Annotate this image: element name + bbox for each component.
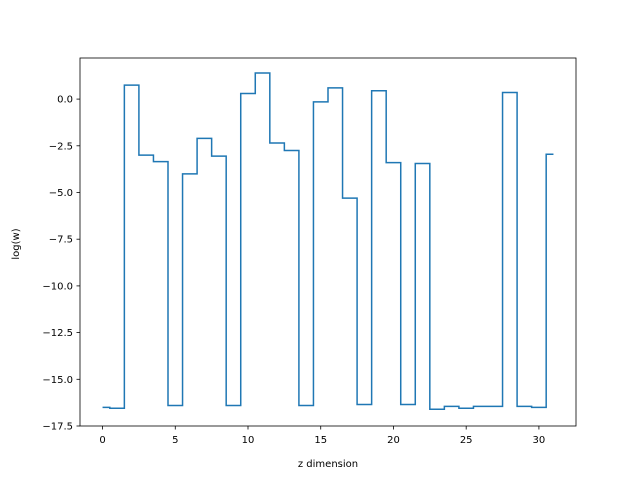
- x-axis-label: z dimension: [298, 459, 358, 470]
- x-tick-label: 5: [172, 435, 178, 446]
- y-axis-ticks: 0.0 −2.5 −5.0 −7.5 −10.0 −12.5 −15.0 −17.5: [42, 95, 80, 433]
- y-tick-label: −12.5: [42, 328, 73, 339]
- x-tick-label: 0: [99, 435, 105, 446]
- plot-area: [79, 57, 577, 427]
- y-axis-label: log(w): [11, 228, 22, 259]
- series-line: [102, 72, 554, 410]
- y-tick-label: −17.5: [42, 422, 73, 433]
- y-tick-label: −15.0: [42, 375, 73, 386]
- x-tick-label: 10: [242, 435, 255, 446]
- y-tick-label: −2.5: [49, 141, 73, 152]
- x-tick-label: 25: [460, 435, 473, 446]
- y-tick-label: −7.5: [49, 235, 73, 246]
- axes-frame: [79, 57, 577, 427]
- y-tick-label: −5.0: [49, 188, 73, 199]
- y-tick-label: 0.0: [57, 95, 73, 106]
- x-tick-label: 30: [533, 435, 546, 446]
- x-axis-ticks: 0 5 10 15 20 25 30: [99, 426, 545, 446]
- x-tick-label: 20: [387, 435, 400, 446]
- x-tick-label: 15: [314, 435, 327, 446]
- y-tick-label: −10.0: [42, 281, 73, 292]
